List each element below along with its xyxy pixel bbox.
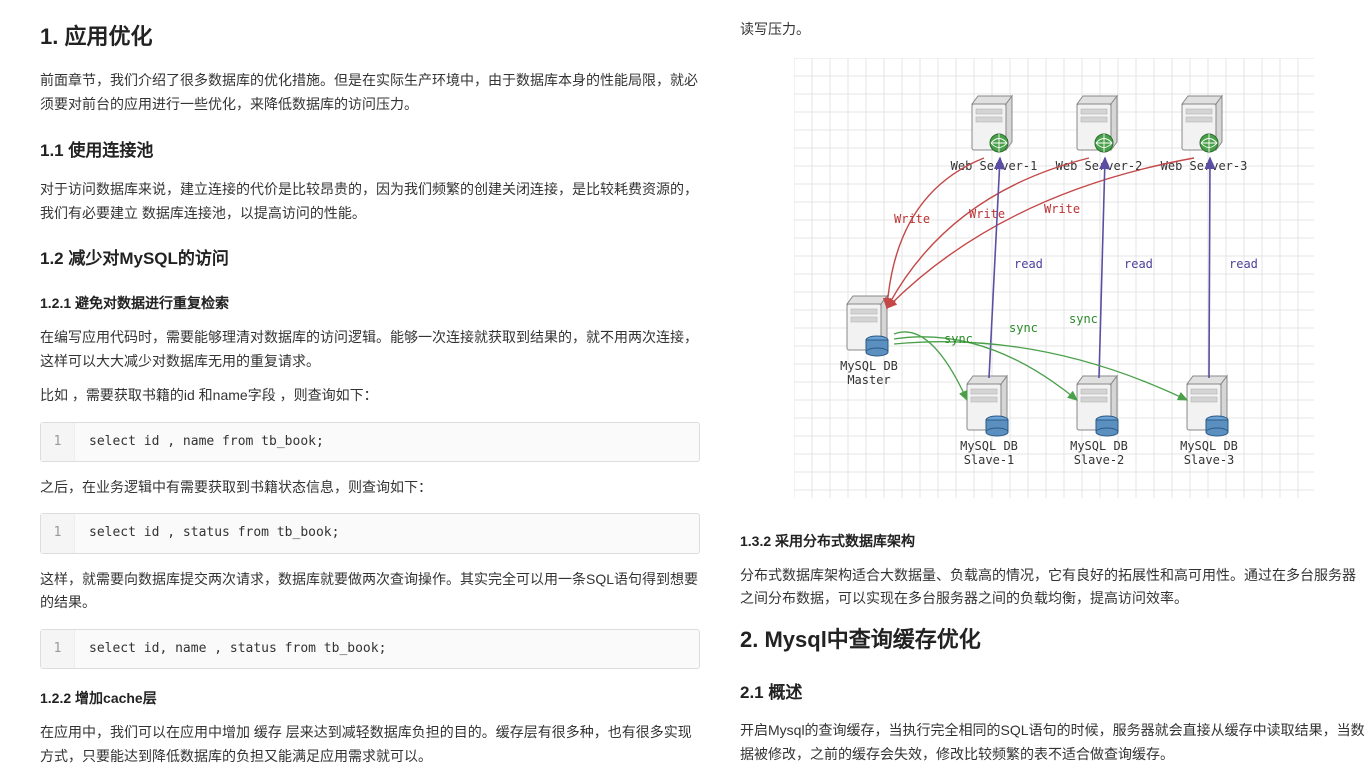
paragraph: 读写压力。	[740, 18, 1368, 42]
heading-1-1: 1.1 使用连接池	[40, 137, 700, 166]
svg-text:Write: Write	[894, 212, 930, 226]
svg-text:read: read	[1124, 257, 1153, 271]
code-content: select id , name from tb_book;	[75, 423, 338, 461]
code-content: select id , status from tb_book;	[75, 514, 353, 552]
paragraph: 之后，在业务逻辑中有需要获取到书籍状态信息，则查询如下：	[40, 476, 700, 500]
paragraph: 开启Mysql的查询缓存，当执行完全相同的SQL语句的时候，服务器就会直接从缓存…	[740, 719, 1368, 767]
code-line-number: 1	[41, 423, 75, 461]
svg-text:MySQL DB: MySQL DB	[840, 359, 898, 373]
code-block: 1 select id , status from tb_book;	[40, 513, 700, 553]
code-content: select id, name , status from tb_book;	[75, 630, 400, 668]
svg-text:sync: sync	[944, 332, 973, 346]
heading-1-2: 1.2 减少对MySQL的访问	[40, 245, 700, 274]
svg-text:sync: sync	[1009, 321, 1038, 335]
code-line-number: 1	[41, 514, 75, 552]
svg-text:read: read	[1229, 257, 1258, 271]
paragraph: 比如 ，需要获取书籍的id 和name字段 ，则查询如下：	[40, 384, 700, 408]
heading-1: 1. 应用优化	[40, 18, 700, 55]
code-block: 1 select id, name , status from tb_book;	[40, 629, 700, 669]
heading-2: 2. Mysql中查询缓存优化	[740, 621, 1368, 658]
right-column: 读写压力。 Web Server-1Web Server-2Web Server…	[740, 0, 1368, 781]
svg-text:Slave-3: Slave-3	[1184, 453, 1235, 467]
svg-text:Slave-1: Slave-1	[964, 453, 1015, 467]
svg-text:Web Server-1: Web Server-1	[951, 159, 1038, 173]
svg-text:Web Server-3: Web Server-3	[1161, 159, 1248, 173]
heading-1-2-1: 1.2.1 避免对数据进行重复检索	[40, 292, 700, 316]
svg-text:Web Server-2: Web Server-2	[1056, 159, 1143, 173]
paragraph: 这样，就需要向数据库提交两次请求，数据库就要做两次查询操作。其实完全可以用一条S…	[40, 568, 700, 616]
heading-2-1: 2.1 概述	[740, 679, 1368, 708]
svg-text:Write: Write	[1044, 202, 1080, 216]
paragraph: 前面章节，我们介绍了很多数据库的优化措施。但是在实际生产环境中，由于数据库本身的…	[40, 69, 700, 117]
paragraph: 分布式数据库架构适合大数据量、负载高的情况，它有良好的拓展性和高可用性。通过在多…	[740, 564, 1368, 612]
paragraph: 在编写应用代码时，需要能够理清对数据库的访问逻辑。能够一次连接就获取到结果的，就…	[40, 326, 700, 374]
svg-text:Slave-2: Slave-2	[1074, 453, 1125, 467]
paragraph: 对于访问数据库来说，建立连接的代价是比较昂贵的，因为我们频繁的创建关闭连接，是比…	[40, 178, 700, 226]
svg-text:MySQL DB: MySQL DB	[1180, 439, 1238, 453]
svg-text:Master: Master	[847, 373, 890, 387]
code-line-number: 1	[41, 630, 75, 668]
heading-1-2-2: 1.2.2 增加cache层	[40, 687, 700, 711]
svg-text:Write: Write	[969, 207, 1005, 221]
heading-1-3-2: 1.3.2 采用分布式数据库架构	[740, 530, 1368, 554]
diagram-svg: Web Server-1 Web Server-2 Web Server-3 MySQ…	[794, 58, 1314, 498]
architecture-diagram: Web Server-1 Web Server-2 Web Server-3 MySQ…	[740, 52, 1368, 512]
svg-text:MySQL DB: MySQL DB	[1070, 439, 1128, 453]
svg-text:MySQL DB: MySQL DB	[960, 439, 1018, 453]
paragraph: 在应用中，我们可以在应用中增加 缓存 层来达到减轻数据库负担的目的。缓存层有很多…	[40, 721, 700, 769]
left-column: 1. 应用优化 前面章节，我们介绍了很多数据库的优化措施。但是在实际生产环境中，…	[0, 0, 700, 781]
svg-text:read: read	[1014, 257, 1043, 271]
code-block: 1 select id , name from tb_book;	[40, 422, 700, 462]
svg-text:sync: sync	[1069, 312, 1098, 326]
